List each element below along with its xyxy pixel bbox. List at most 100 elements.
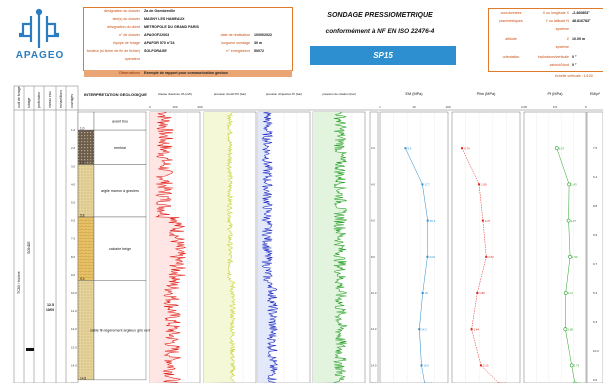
left-columns: [13, 85, 603, 383]
coord-value: 0 °: [572, 63, 577, 67]
chart-point: [568, 254, 572, 259]
coord-group: altitude: [505, 37, 517, 41]
meta-label: date de réalisation: [220, 33, 250, 37]
meta-value: APAFOR 570 n°24: [144, 41, 175, 45]
test-depth-label: 14.0: [371, 363, 377, 367]
meta-label: longueur sondage: [221, 41, 250, 45]
chart-data-label: 1.73: [574, 364, 580, 368]
chart-point: [485, 255, 488, 258]
track-header: pression d'outil PO (bar): [214, 92, 246, 96]
layer-depth-label: 2.9: [80, 161, 85, 165]
test-depth-label: 10.0: [371, 291, 377, 295]
col-head-works: ouvrages: [70, 94, 74, 108]
chart-point: [478, 183, 481, 186]
chart-point: [420, 364, 423, 367]
chart-axis-tick: 10: [412, 105, 416, 109]
interp-header: INTERPRETATION GEOLOGIQUE: [84, 92, 147, 97]
drilling-parameter-tracks: vitesse d'avance VA (m/h) pression d'outi…: [149, 92, 366, 383]
coord-label: X ou longitude X: [542, 11, 569, 15]
ratio-value: 5.3: [593, 320, 598, 324]
depth-tick-label: 15.0: [71, 382, 77, 383]
ratio-value: 9.7: [593, 262, 598, 266]
depth-tick-label: 13.0: [71, 345, 77, 349]
coord-row: Y ou latitude N 48.816783°: [489, 17, 603, 25]
layer-depth-label: 14.8: [80, 376, 86, 380]
meta-row: désignation du dossier Za de Gomberville: [84, 8, 292, 16]
coord-row: orientation inclinaison/verticale 0 °: [489, 53, 603, 61]
chart-header: EM (MPa): [405, 92, 423, 96]
chart-point: [426, 219, 429, 222]
layer-depth-label: 9.3: [80, 277, 85, 281]
meta-label: désignation du dossier: [104, 9, 140, 13]
report-title: SONDAGE PRESSIOMETRIQUE: [327, 12, 433, 19]
depth-tick-label: 3.0: [71, 164, 76, 168]
track-trace: [261, 111, 279, 383]
coord-label: Z: [566, 37, 569, 41]
coord-label: système: [555, 27, 569, 31]
chart-axis-tick: 5: [585, 105, 587, 109]
chart-data-label: 1.11: [568, 291, 574, 295]
depth-tick-label: 6.0: [71, 219, 76, 223]
sondage-id-badge: SP15: [310, 46, 456, 65]
chart-data-label: 3.46: [501, 382, 507, 383]
chart-point: [479, 364, 482, 367]
meta-row: désignation du client METROPOLE DU GRAND…: [84, 24, 292, 32]
lithology-layer: [77, 216, 95, 281]
coord-row: coordonnées planimétriques X ou longitude…: [489, 9, 603, 23]
logo-text: APAGEO: [15, 50, 65, 61]
test-depth-label: 12.0: [371, 327, 377, 331]
casing-marker: [26, 348, 34, 351]
chart-series-line: [405, 148, 428, 383]
depth-tick-label: 8.0: [71, 255, 76, 259]
meta-value: Za de Gomberville: [144, 9, 176, 13]
chart-frame: [523, 111, 587, 383]
chart-data-label: 14.3: [421, 327, 427, 331]
chart-data-label: 1.86: [479, 291, 485, 295]
ratio-value: 9.9: [593, 233, 598, 237]
chart-data-label: 18: [425, 291, 429, 295]
chart-frame: [451, 111, 521, 383]
chart-data-label: 1.53: [572, 255, 578, 259]
meta-label: équipe de forage: [113, 41, 140, 45]
ratio-value: 10.0: [593, 349, 599, 353]
layer-depth-label: 5.8: [80, 213, 85, 217]
layer-labels: 1.0 2.9 5.8 9.3 14.8: [80, 127, 86, 381]
track-fill: [204, 112, 236, 383]
pressuremeter-charts: EM (MPa) 1 10 100 5.6 2.0 17.7 4.0 25.3 6.0 24.8 8.…: [369, 92, 603, 383]
depth-tick-label: 14.0: [71, 363, 77, 367]
meta-value: 30 m: [254, 41, 263, 45]
meta-row: site(s) du dossier MAGNY LES HAMEAUX: [84, 16, 292, 24]
lithology-layer: [77, 129, 95, 165]
drill-tool-label: TC80 / tricône: [17, 271, 21, 294]
pressuremeter-log: outil de forage tubage profondeur niveau…: [13, 85, 603, 383]
chart-axis-tick: 100: [445, 105, 450, 109]
chart-point: [563, 291, 568, 295]
coord-row: système: [489, 25, 603, 33]
meta-value: APAGOF22063: [144, 33, 170, 37]
layer-name: argile marron à graviers: [101, 189, 139, 193]
chart-point: [567, 182, 572, 187]
chart-point: [566, 218, 571, 223]
layer-name: remblai: [114, 146, 126, 150]
meta-value: 10/09/2022: [254, 33, 272, 37]
test-depth-column: [369, 111, 379, 383]
ratio-value: 7.5: [593, 146, 598, 150]
chart-data-label: 0.74: [464, 146, 470, 150]
chart-point: [421, 292, 424, 294]
coord-group: orientation: [502, 55, 520, 59]
ratio-value: 5.3: [593, 291, 598, 295]
test-depth-label: 6.0: [371, 219, 375, 223]
coord-group: coordonnées planimétriques: [499, 11, 523, 23]
observations-label: Observations: [118, 71, 140, 75]
depth-axis: 1.0 2.0 3.0 4.0 5.0 6.0 7.0 8.0 9.0 10.0 11.0 12.0 1…: [71, 128, 77, 383]
meta-label: désignation du client: [107, 25, 140, 29]
meta-value: METROPOLE DU GRAND PARIS: [144, 25, 199, 29]
meta-value: 50072: [254, 49, 264, 53]
depth-tick-label: 7.0: [71, 237, 76, 241]
vertical-scale-note: échelle verticale : 1/100: [555, 74, 593, 78]
coord-value: 10.00 m: [572, 37, 586, 41]
depth-tick-label: 10.0: [71, 291, 77, 295]
report-subtitle: conformément à NF EN ISO 22476-4: [325, 28, 435, 35]
layer-name: avant trou: [112, 120, 128, 124]
lithology-column: avant trou remblai argile marron à gravier…: [77, 111, 150, 381]
